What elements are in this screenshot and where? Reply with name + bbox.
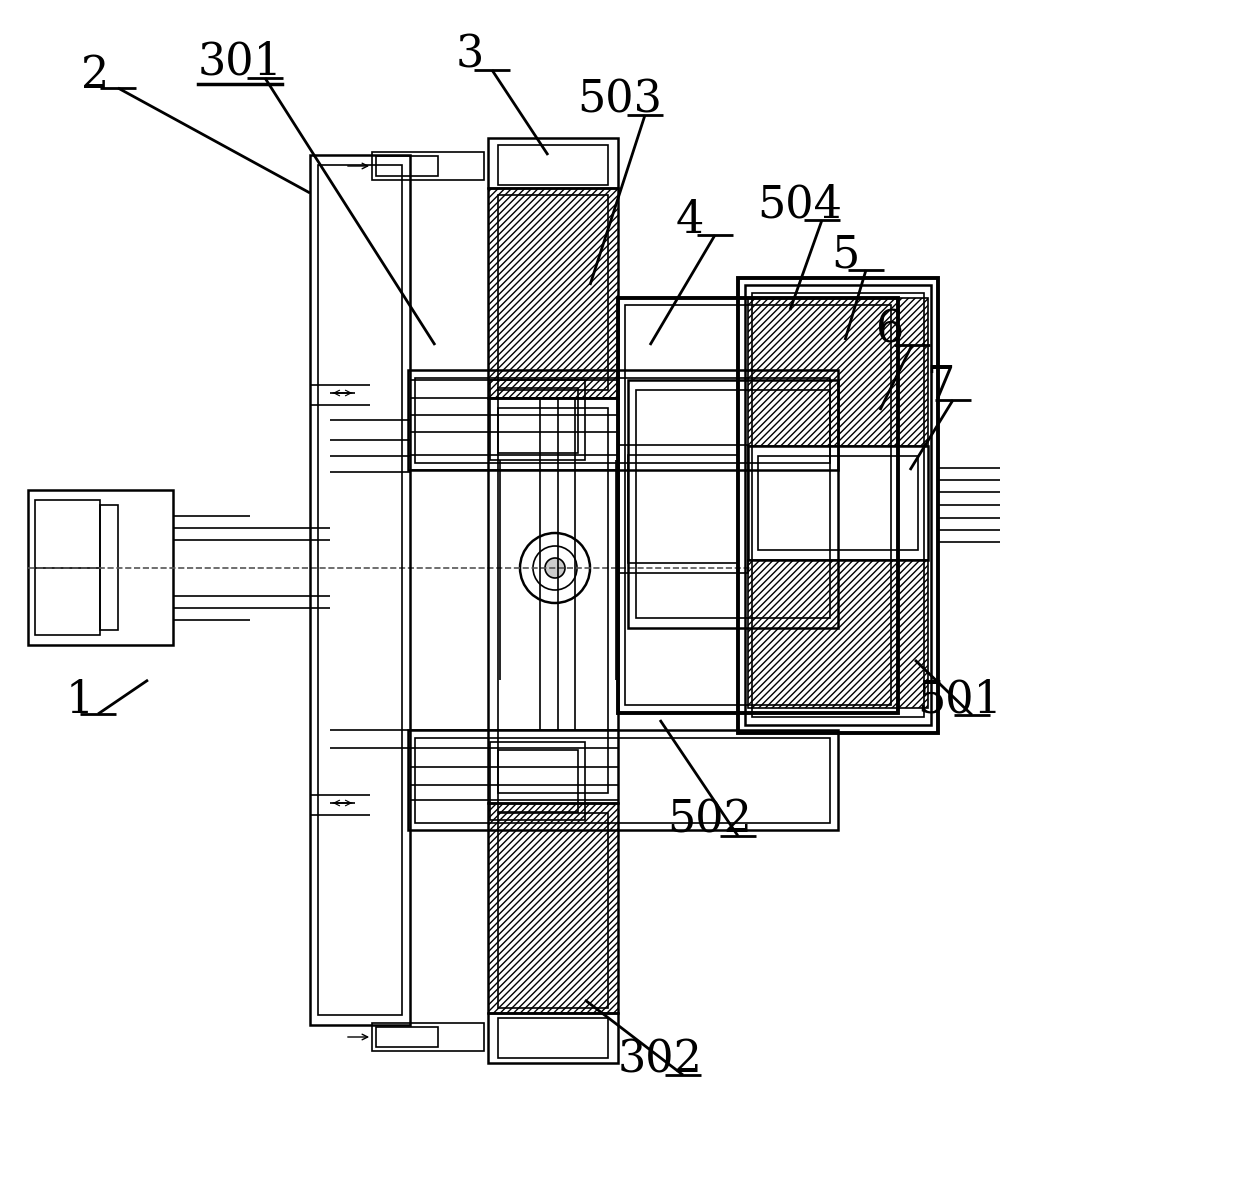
Text: 503: 503 bbox=[578, 78, 662, 121]
Bar bbox=[498, 1018, 608, 1058]
Bar bbox=[100, 504, 118, 631]
Text: 1: 1 bbox=[66, 679, 94, 722]
Bar bbox=[738, 277, 937, 733]
Text: 7: 7 bbox=[926, 364, 955, 407]
Text: 6: 6 bbox=[875, 309, 904, 352]
Bar bbox=[625, 305, 892, 705]
Bar bbox=[498, 813, 608, 1008]
Bar bbox=[748, 560, 928, 709]
Text: 502: 502 bbox=[667, 799, 753, 842]
Bar bbox=[498, 195, 608, 390]
Bar bbox=[376, 1027, 438, 1047]
Text: 501: 501 bbox=[918, 679, 1002, 722]
Bar bbox=[498, 388, 578, 453]
Bar bbox=[317, 165, 402, 1015]
Bar bbox=[627, 380, 838, 628]
Bar bbox=[745, 285, 931, 725]
Bar bbox=[489, 138, 618, 189]
Text: 3: 3 bbox=[456, 34, 484, 77]
Bar bbox=[310, 155, 410, 1024]
Bar bbox=[372, 153, 484, 180]
Bar bbox=[408, 370, 838, 470]
Bar bbox=[751, 293, 924, 717]
Bar bbox=[748, 446, 928, 560]
Text: 504: 504 bbox=[758, 184, 842, 227]
Bar bbox=[498, 145, 608, 185]
Bar bbox=[415, 737, 830, 823]
Bar bbox=[372, 1023, 484, 1051]
Text: 2: 2 bbox=[81, 53, 109, 96]
Bar bbox=[489, 189, 618, 398]
Bar bbox=[748, 298, 928, 446]
Text: 5: 5 bbox=[831, 233, 859, 276]
Bar bbox=[618, 298, 898, 713]
Bar bbox=[490, 380, 585, 460]
Bar bbox=[489, 398, 618, 803]
Bar bbox=[498, 749, 578, 812]
Bar bbox=[29, 490, 174, 645]
Text: 4: 4 bbox=[676, 198, 704, 241]
Bar bbox=[489, 1012, 618, 1063]
Bar bbox=[35, 500, 100, 635]
Circle shape bbox=[546, 558, 565, 578]
Bar bbox=[408, 730, 838, 830]
Bar bbox=[489, 803, 618, 1012]
Bar bbox=[415, 378, 830, 464]
Text: 301: 301 bbox=[197, 41, 283, 84]
Bar bbox=[490, 742, 585, 820]
Bar bbox=[636, 390, 830, 619]
Bar bbox=[618, 446, 748, 573]
Bar bbox=[498, 408, 608, 793]
Bar bbox=[627, 455, 738, 563]
Text: 302: 302 bbox=[618, 1039, 702, 1082]
Bar bbox=[376, 156, 438, 177]
Bar bbox=[758, 456, 918, 550]
